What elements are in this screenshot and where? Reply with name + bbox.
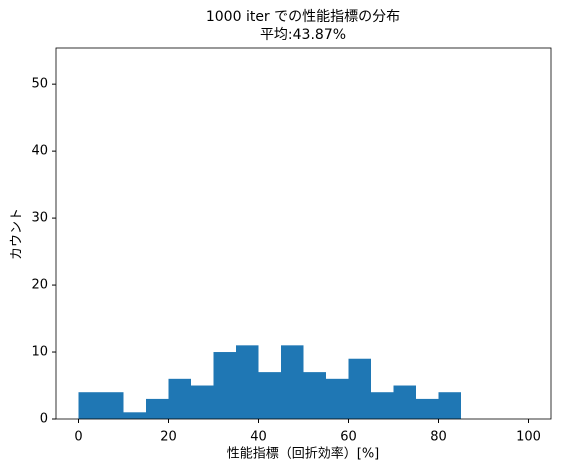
bar	[191, 385, 214, 419]
x-tick-label: 60	[340, 430, 357, 445]
x-tick-label: 80	[430, 430, 447, 445]
y-tick-label: 40	[31, 144, 48, 159]
plot-frame	[55, 47, 552, 420]
bar	[393, 385, 416, 419]
bar	[213, 352, 236, 419]
x-tick-label: 20	[160, 430, 177, 445]
bar	[101, 392, 124, 419]
x-tick-label: 0	[74, 430, 82, 445]
bar	[348, 358, 371, 419]
y-tick-label: 0	[40, 412, 48, 427]
y-tick-label: 20	[31, 278, 48, 293]
bar	[281, 345, 304, 419]
y-tick-label: 50	[31, 77, 48, 92]
x-tick-label: 40	[250, 430, 267, 445]
y-tick-label: 30	[31, 211, 48, 226]
x-tick-label: 100	[516, 430, 541, 445]
y-axis-label: カウント	[10, 208, 25, 260]
bar	[236, 345, 259, 419]
bar	[78, 392, 101, 419]
bar	[371, 392, 394, 419]
bar	[326, 378, 349, 419]
bar	[258, 372, 281, 419]
x-axis-label: 性能指標（回折効率）[%]	[227, 446, 380, 462]
bar	[123, 412, 146, 419]
bar	[438, 392, 461, 419]
bar	[168, 378, 191, 419]
y-tick-label: 10	[31, 345, 48, 360]
bar	[303, 372, 326, 419]
bar	[416, 398, 439, 419]
chart-title: 1000 iter での性能指標の分布	[206, 9, 400, 25]
chart-subtitle: 平均:43.87%	[260, 27, 346, 43]
bar	[146, 398, 169, 419]
